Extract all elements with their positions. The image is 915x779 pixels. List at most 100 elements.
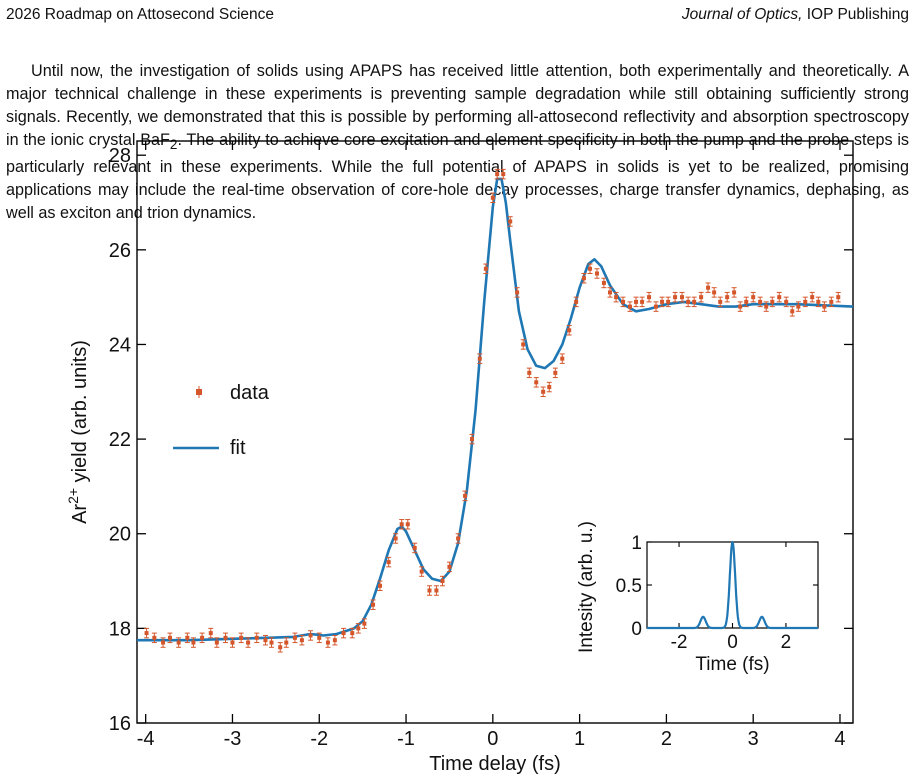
data-marker: [378, 583, 383, 588]
data-marker: [325, 640, 330, 645]
data-marker: [185, 635, 190, 640]
plot-frame: [136, 140, 854, 724]
data-marker: [191, 640, 196, 645]
x-tick-label: -3: [224, 728, 242, 750]
data-marker: [816, 299, 821, 304]
data-point: [594, 268, 600, 279]
legend-fit-label: fit: [230, 437, 246, 459]
data-point: [573, 296, 579, 308]
data-point: [757, 296, 763, 308]
y-tick-label: 24: [109, 334, 131, 356]
data-marker: [501, 172, 506, 177]
data-point: [520, 339, 526, 350]
journal-citation: Journal of Optics, IOP Publishing: [682, 6, 909, 24]
data-marker: [440, 579, 445, 584]
x-tick-label: 0: [487, 728, 498, 750]
data-marker: [521, 342, 526, 347]
data-marker: [269, 640, 274, 645]
data-marker: [614, 295, 619, 300]
data-point: [514, 287, 520, 298]
x-tick-label: -2: [310, 728, 328, 750]
data-marker: [777, 295, 782, 300]
data-marker: [230, 640, 235, 645]
data-point: [341, 627, 347, 639]
data-point: [190, 637, 196, 648]
data-marker: [161, 640, 166, 645]
data-point: [151, 632, 157, 644]
data-marker: [640, 299, 645, 304]
data-marker: [399, 522, 404, 527]
data-marker: [712, 290, 717, 295]
data-point: [607, 287, 613, 298]
data-marker: [770, 299, 775, 304]
data-marker: [508, 219, 513, 224]
data-point: [546, 381, 552, 393]
data-point: [160, 637, 166, 648]
data-marker: [647, 295, 652, 300]
data-marker: [836, 295, 841, 300]
inset-y-axis-label: Intesity (arb. u.): [576, 521, 597, 653]
x-tick-label: 1: [574, 728, 585, 750]
data-point: [238, 632, 244, 644]
paragraph-part2: . The ability to achieve core excitation…: [6, 131, 910, 223]
data-marker: [208, 631, 213, 636]
data-point: [613, 291, 619, 303]
data-marker: [699, 295, 704, 300]
data-point: [659, 296, 665, 308]
data-point: [325, 637, 331, 648]
data-point: [783, 296, 789, 308]
data-marker: [239, 635, 244, 640]
data-point: [500, 168, 506, 180]
data-marker: [263, 638, 268, 643]
data-point: [254, 632, 260, 644]
data-marker: [434, 588, 439, 593]
data-point: [199, 632, 205, 644]
data-point: [769, 296, 775, 308]
data-point: [299, 634, 305, 646]
data-point: [399, 519, 405, 530]
data-point: [691, 296, 697, 308]
data-marker: [732, 290, 737, 295]
data-point: [601, 277, 607, 289]
data-marker: [764, 304, 769, 309]
page-header: 2026 Roadmap on Attosecond Science Journ…: [6, 6, 909, 28]
data-marker: [784, 299, 789, 304]
data-point: [581, 272, 587, 284]
data-marker: [810, 295, 815, 300]
legend-data-label: data: [230, 382, 270, 404]
data-marker: [607, 290, 612, 295]
y-axis-label-sup: 2+: [65, 488, 81, 504]
data-point: [789, 306, 795, 317]
data-point: [809, 291, 815, 303]
data-point: [815, 296, 821, 308]
data-point: [426, 585, 432, 596]
data-marker: [412, 545, 417, 550]
data-point: [776, 291, 782, 303]
data-marker: [386, 560, 391, 565]
data-marker: [246, 640, 251, 645]
data-marker: [738, 304, 743, 309]
y-axis-label: Ar2+ yield (arb. units): [65, 340, 91, 524]
data-point: [176, 637, 182, 648]
data-point: [393, 533, 399, 544]
data-marker: [686, 299, 691, 304]
data-marker: [393, 536, 398, 541]
data-point: [446, 561, 452, 573]
data-marker: [470, 437, 475, 442]
data-point: [750, 291, 756, 303]
inset-x-axis-label: Time (fs): [695, 654, 769, 675]
x-tick-label: 3: [748, 728, 759, 750]
data-marker: [341, 631, 346, 636]
data-point: [533, 377, 539, 388]
data-point: [763, 301, 769, 312]
data-marker: [371, 602, 376, 607]
y-tick-label: 28: [109, 145, 131, 167]
x-axis-label: Time delay (fs): [429, 753, 561, 775]
data-point: [685, 296, 691, 308]
data-marker: [200, 635, 205, 640]
data-point: [711, 287, 717, 298]
x-tick-label: -4: [137, 728, 155, 750]
x-tick-label: 2: [661, 728, 672, 750]
data-marker: [634, 299, 639, 304]
data-marker: [803, 299, 808, 304]
